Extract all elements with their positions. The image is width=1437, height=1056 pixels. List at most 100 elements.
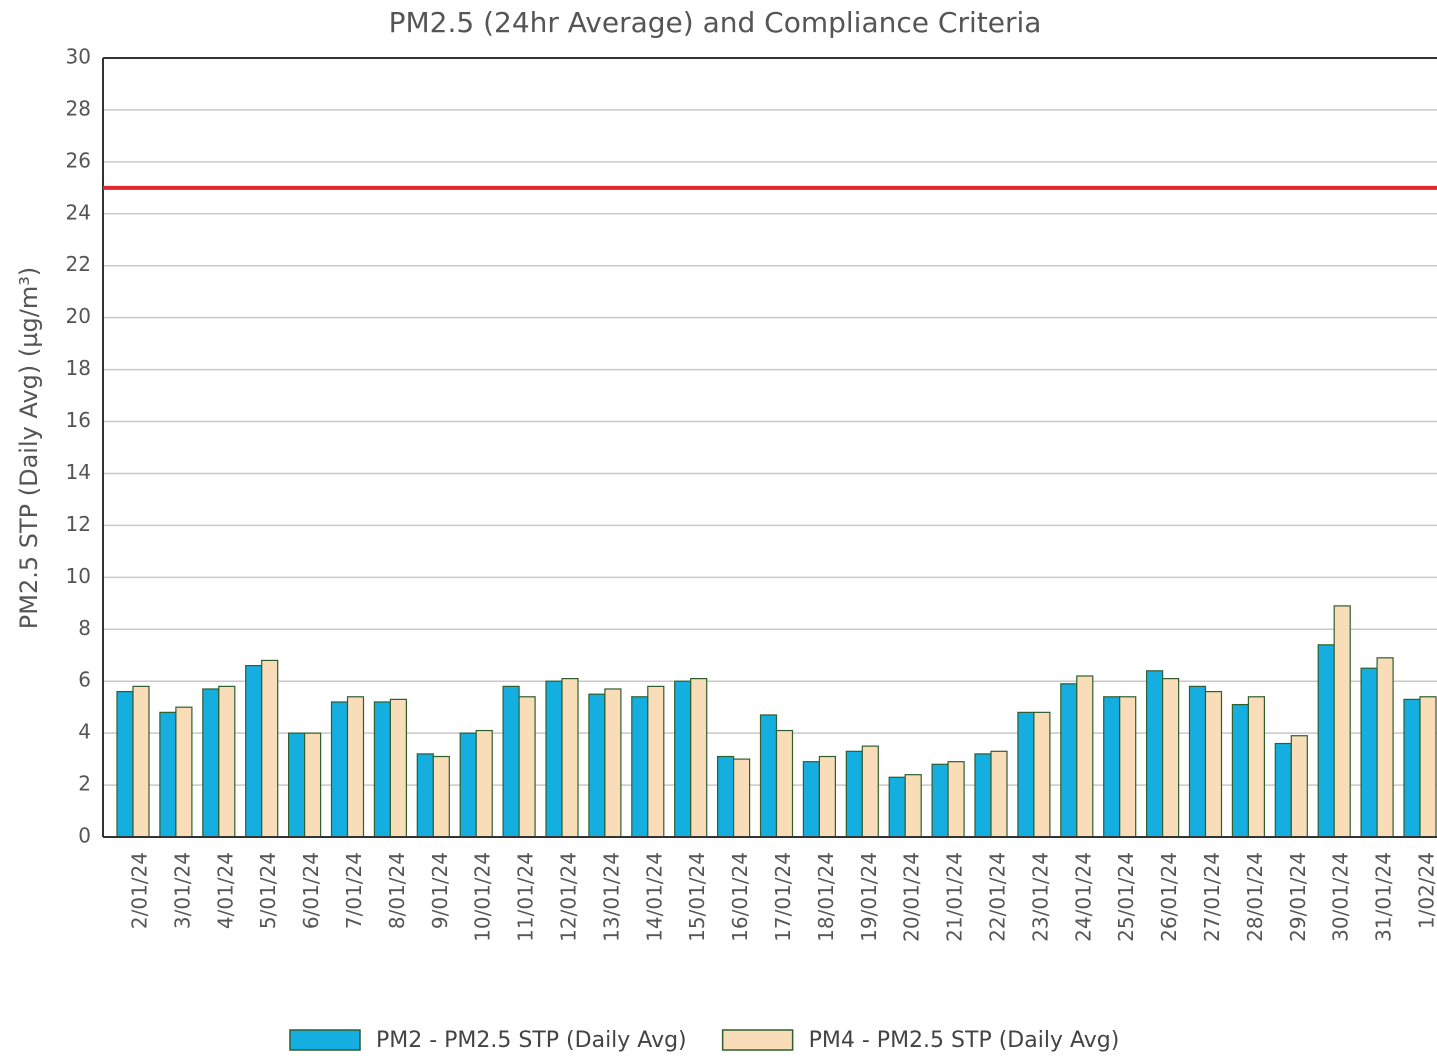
x-tick-label: 30/01/24 — [1329, 852, 1353, 942]
y-tick-label: 20 — [66, 304, 91, 328]
bar — [416, 753, 434, 838]
bar — [732, 758, 751, 838]
bar — [432, 755, 450, 838]
bar — [175, 706, 193, 838]
bar — [888, 776, 906, 838]
bar — [604, 688, 622, 838]
bar — [218, 685, 236, 838]
bar — [716, 755, 735, 838]
bar — [1419, 696, 1437, 838]
x-tick-label: 28/01/24 — [1243, 852, 1267, 942]
x-tick-label: 27/01/24 — [1200, 852, 1224, 942]
bar — [288, 732, 306, 838]
bar — [1360, 667, 1378, 838]
x-tick-label: 18/01/24 — [814, 852, 838, 942]
bar — [373, 701, 391, 838]
bar — [1017, 711, 1035, 838]
bar — [502, 685, 520, 838]
x-tick-label: 4/01/24 — [213, 852, 237, 929]
bar — [1145, 670, 1164, 838]
bar — [1403, 698, 1421, 838]
x-tick-label: 29/01/24 — [1286, 852, 1310, 942]
x-tick-label: 16/01/24 — [728, 852, 752, 942]
bar — [1161, 678, 1180, 838]
bar — [261, 659, 279, 838]
y-tick-label: 2 — [78, 772, 91, 796]
y-tick-label: 26 — [66, 148, 91, 172]
y-tick-label: 18 — [66, 356, 91, 380]
y-tick-label: 0 — [78, 824, 91, 848]
bar — [1247, 696, 1266, 838]
x-tick-label: 22/01/24 — [986, 852, 1010, 942]
x-tick-label: 21/01/24 — [943, 852, 967, 942]
x-tick-label: 5/01/24 — [256, 852, 280, 929]
legend-swatch — [289, 1029, 361, 1051]
bar — [845, 750, 863, 838]
bar — [202, 688, 220, 838]
bar — [1119, 696, 1137, 838]
bar — [775, 729, 794, 838]
legend-swatch — [721, 1029, 794, 1051]
bar — [1317, 644, 1335, 838]
x-tick-label: 10/01/24 — [471, 852, 495, 942]
y-tick-label: 6 — [78, 668, 91, 692]
bar — [1274, 742, 1292, 838]
bar — [974, 753, 992, 838]
bar — [1103, 696, 1121, 838]
bar — [861, 745, 879, 838]
bar — [1204, 690, 1223, 838]
bar — [1060, 683, 1078, 838]
bar — [631, 696, 649, 838]
y-tick-label: 22 — [66, 252, 91, 276]
legend-label: PM2 - PM2.5 STP (Daily Avg) — [376, 1028, 687, 1053]
x-tick-label: 20/01/24 — [900, 852, 924, 942]
bar — [1188, 685, 1207, 838]
x-tick-label: 1/02/24 — [1415, 852, 1437, 929]
x-tick-label: 26/01/24 — [1157, 852, 1181, 942]
bar — [1076, 675, 1094, 838]
x-tick-label: 3/01/24 — [170, 852, 194, 929]
bar — [690, 678, 708, 838]
y-tick-label: 4 — [78, 720, 91, 744]
bar — [1333, 605, 1351, 838]
legend-label: PM4 - PM2.5 STP (Daily Avg) — [809, 1028, 1120, 1053]
bar — [931, 763, 949, 838]
bar — [518, 696, 536, 838]
y-tick-label: 12 — [66, 512, 91, 536]
bar — [475, 729, 493, 838]
bar — [459, 732, 477, 838]
bar — [904, 774, 922, 838]
bar — [588, 693, 606, 838]
y-tick-label: 30 — [66, 45, 91, 69]
x-tick-label: 11/01/24 — [514, 852, 538, 942]
x-tick-label: 31/01/24 — [1372, 852, 1396, 942]
bar — [132, 685, 150, 838]
y-tick-label: 28 — [66, 96, 91, 120]
bar — [947, 761, 965, 838]
bar — [1231, 703, 1250, 838]
x-tick-label: 14/01/24 — [642, 852, 666, 942]
x-tick-label: 8/01/24 — [385, 852, 409, 929]
x-tick-label: 2/01/24 — [128, 852, 152, 929]
x-tick-label: 9/01/24 — [428, 852, 452, 929]
bar — [245, 665, 263, 838]
y-tick-label: 10 — [66, 564, 91, 588]
x-tick-label: 25/01/24 — [1114, 852, 1138, 942]
bar — [346, 696, 365, 838]
bar — [1290, 735, 1308, 838]
y-tick-label: 14 — [66, 460, 91, 484]
bar — [304, 732, 322, 838]
x-tick-label: 24/01/24 — [1071, 852, 1095, 942]
x-tick-label: 7/01/24 — [342, 852, 366, 929]
y-tick-label: 16 — [66, 408, 91, 432]
bar — [759, 714, 778, 838]
bar — [1033, 711, 1051, 838]
x-tick-label: 13/01/24 — [599, 852, 623, 942]
x-tick-label: 12/01/24 — [557, 852, 581, 942]
bar — [818, 755, 837, 838]
bar — [802, 761, 821, 838]
bar — [990, 750, 1008, 838]
chart-title: PM2.5 (24hr Average) and Compliance Crit… — [389, 6, 1042, 39]
y-tick-label: 24 — [66, 200, 91, 224]
